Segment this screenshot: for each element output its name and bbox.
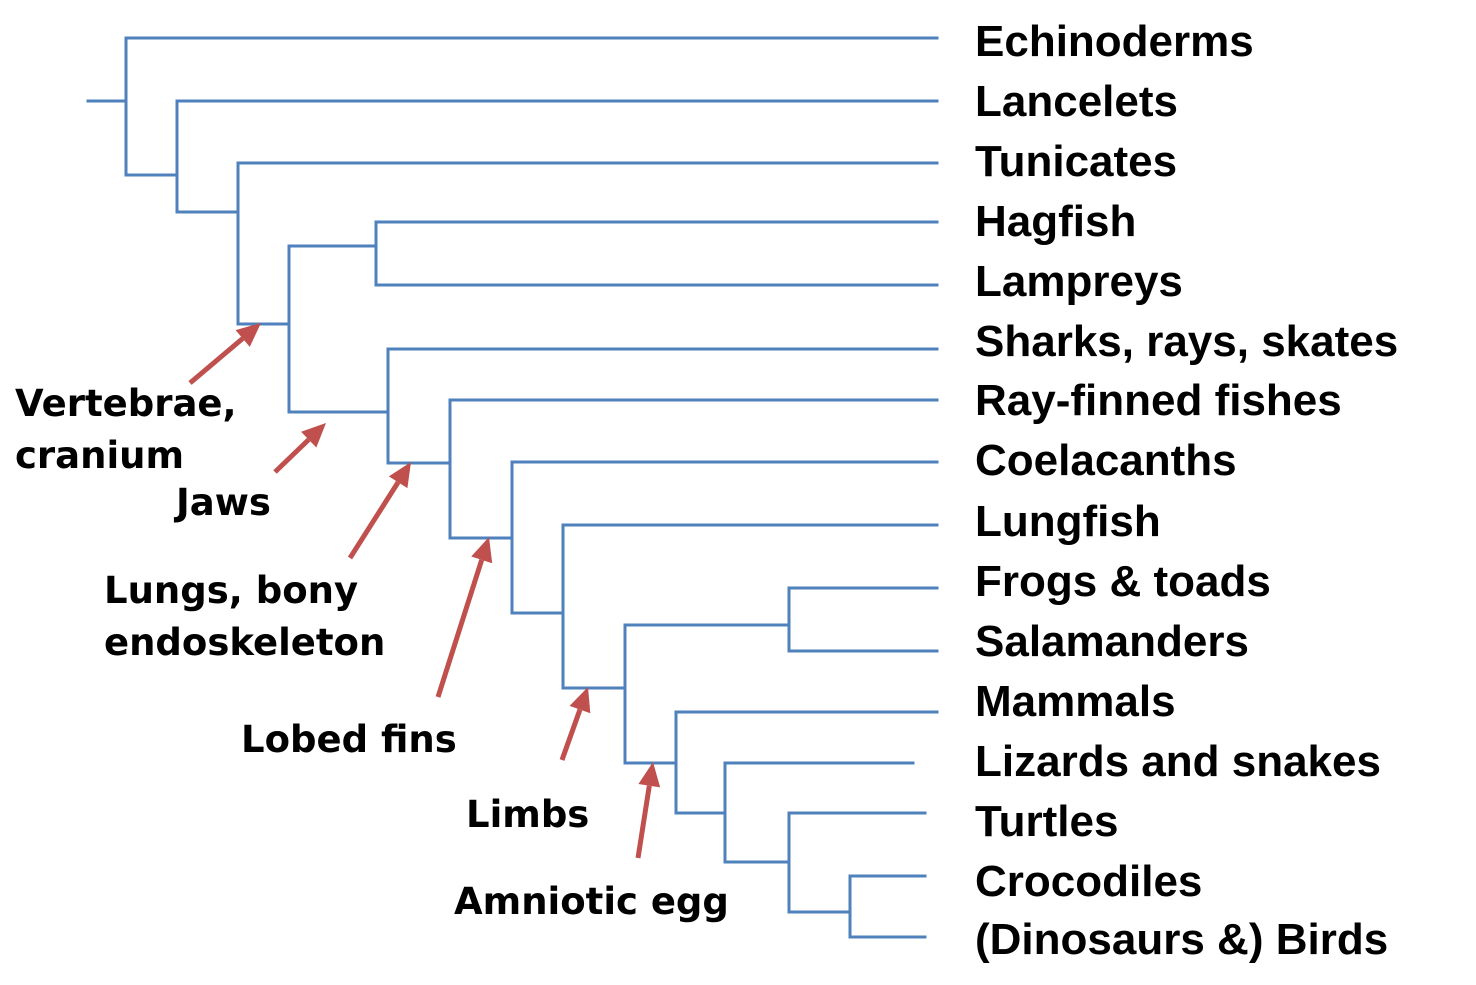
arrow-jaws-head — [301, 423, 326, 448]
arrow-lungs — [347, 462, 411, 560]
taxon-label-sharks: Sharks, rays, skates — [975, 317, 1399, 366]
taxon-label-crocodiles: Crocodiles — [975, 857, 1203, 906]
trait-label-limbs: Limbs — [466, 793, 590, 836]
arrow-vertebrae — [188, 323, 261, 385]
taxon-label-ray-finned: Ray-finned fishes — [975, 376, 1342, 425]
taxon-label-mammals: Mammals — [975, 677, 1176, 726]
trait-label-amniotic-egg: Amniotic egg — [454, 880, 729, 923]
tree-branches — [86, 36, 939, 939]
taxon-label-turtles: Turtles — [975, 797, 1119, 846]
arrow-limbs-head — [569, 687, 591, 714]
taxon-label-echinoderms: Echinoderms — [975, 17, 1254, 66]
trait-label-lungs-bony-endoskeleton: Lungs, bony endoskeleton — [104, 569, 386, 664]
arrow-lungs-head — [388, 462, 411, 489]
arrow-amniotic-egg-shaft — [635, 785, 652, 859]
arrow-limbs-shaft — [559, 708, 583, 761]
arrow-amniotic-egg — [635, 762, 661, 859]
taxon-label-lancelets: Lancelets — [975, 77, 1178, 126]
arrow-jaws-shaft — [273, 437, 311, 474]
taxon-label-birds: (Dinosaurs &) Birds — [975, 915, 1389, 964]
taxon-label-frogs-toads: Frogs & toads — [975, 557, 1271, 606]
arrow-amniotic-egg-head — [638, 762, 661, 788]
taxon-label-tunicates: Tunicates — [975, 137, 1178, 186]
trait-arrows — [188, 323, 661, 859]
trait-label-vertebrae: Vertebrae, cranium — [15, 382, 237, 477]
taxon-label-hagfish: Hagfish — [975, 197, 1137, 246]
taxon-label-lampreys: Lampreys — [975, 257, 1183, 306]
taxon-label-coelacanths: Coelacanths — [975, 436, 1237, 485]
arrow-jaws — [273, 423, 326, 474]
trait-label-lobed-fins: Lobed fins — [241, 718, 457, 761]
taxon-label-lizards: Lizards and snakes — [975, 737, 1381, 786]
arrow-lungs-shaft — [347, 480, 401, 560]
arrow-vertebrae-shaft — [188, 336, 245, 385]
arrow-lobed-fins-head — [471, 537, 493, 564]
trait-label-jaws: Jaws — [176, 481, 271, 524]
arrow-lobed-fins-shaft — [435, 559, 485, 698]
taxon-label-salamanders: Salamanders — [975, 617, 1249, 666]
arrow-limbs — [559, 687, 591, 761]
taxon-label-lungfish: Lungfish — [975, 497, 1161, 546]
arrow-vertebrae-head — [235, 323, 261, 347]
arrow-lobed-fins — [435, 537, 493, 698]
